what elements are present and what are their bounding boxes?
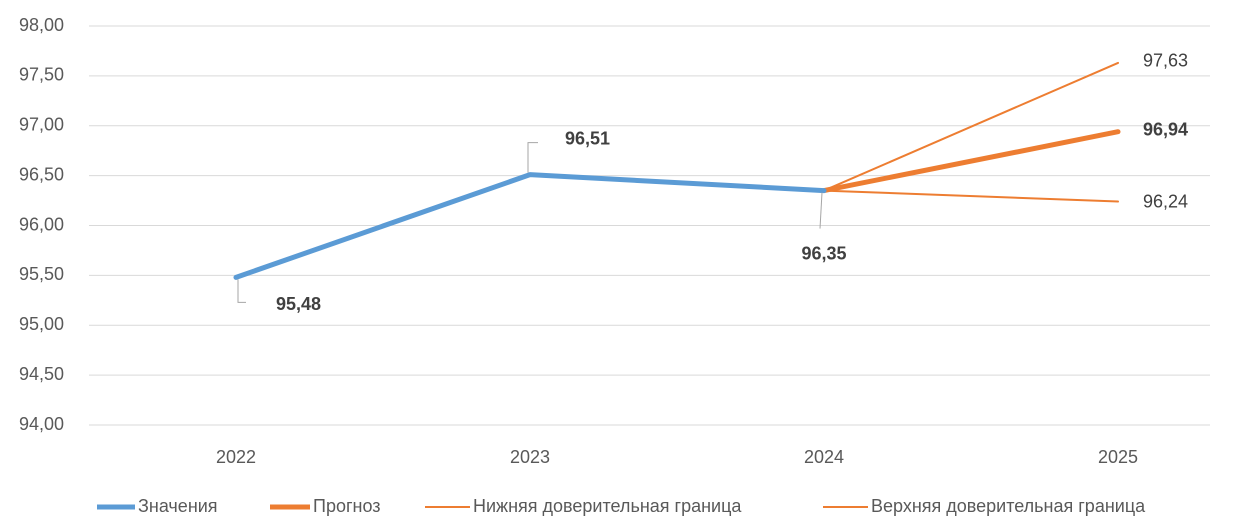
legend-label: Прогноз xyxy=(313,496,381,516)
x-tick-label: 2025 xyxy=(1098,447,1138,467)
leader-line xyxy=(819,192,823,229)
x-tick-label: 2024 xyxy=(804,447,844,467)
y-tick-label: 95,50 xyxy=(19,264,64,284)
data-label: 96,51 xyxy=(565,128,610,148)
x-tick-label: 2022 xyxy=(216,447,256,467)
legend-label: Верхняя доверительная граница xyxy=(871,496,1146,516)
series-line xyxy=(823,189,1119,203)
series-line xyxy=(233,172,827,280)
leader-line xyxy=(527,142,538,173)
y-tick-label: 94,50 xyxy=(19,364,64,384)
y-tick-label: 96,00 xyxy=(19,214,64,234)
y-tick-label: 98,00 xyxy=(19,15,64,35)
y-tick-label: 95,00 xyxy=(19,314,64,334)
x-tick-label: 2023 xyxy=(510,447,550,467)
y-tick-label: 94,00 xyxy=(19,414,64,434)
data-label: 96,94 xyxy=(1143,119,1188,139)
legend-label: Значения xyxy=(138,496,218,516)
y-tick-label: 97,00 xyxy=(19,115,64,135)
y-tick-label: 97,50 xyxy=(19,65,64,85)
data-label: 96,35 xyxy=(801,243,846,263)
data-label: 97,63 xyxy=(1143,51,1188,71)
data-label: 96,24 xyxy=(1143,191,1188,211)
series-line xyxy=(823,61,1119,192)
legend-label: Нижняя доверительная граница xyxy=(473,496,742,516)
leader-line xyxy=(237,279,246,303)
y-tick-label: 96,50 xyxy=(19,164,64,184)
data-label: 95,48 xyxy=(276,294,321,314)
series-line xyxy=(821,129,1121,194)
